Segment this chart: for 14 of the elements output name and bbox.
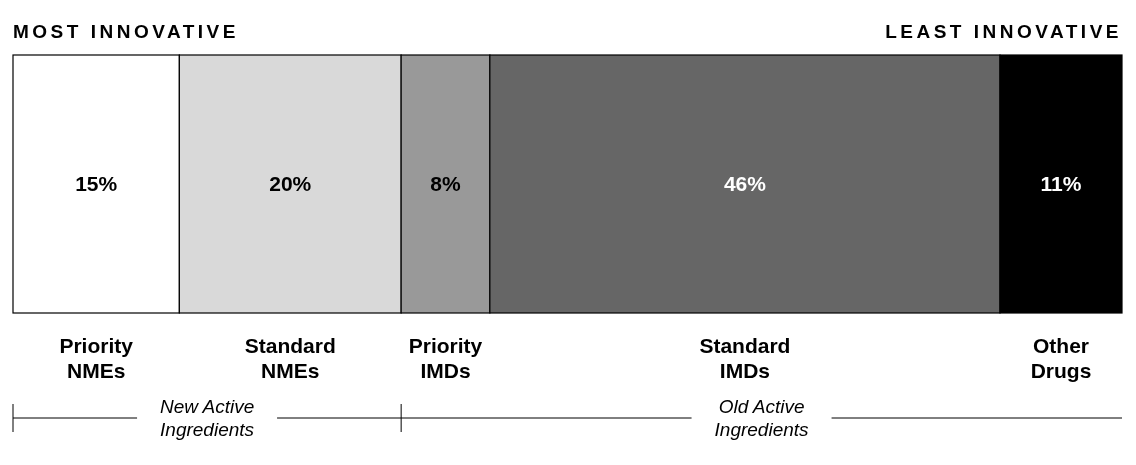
annotation: MOST INNOVATIVE	[13, 21, 239, 42]
series-label: Standard IMDs	[699, 334, 791, 382]
series-label: Other Drugs	[1030, 334, 1092, 382]
data-label: 11%	[1040, 172, 1082, 196]
series-label: Standard NMEs	[244, 334, 336, 382]
series-label: Priority NMEs	[59, 334, 134, 382]
annotation: Old Active Ingredients	[714, 396, 810, 440]
series-label: Priority IMDs	[408, 334, 483, 382]
annotation: New Active Ingredients	[159, 396, 255, 440]
data-label: 20%	[269, 172, 312, 196]
data-label: 8%	[430, 172, 462, 196]
data-label: 46%	[723, 172, 767, 196]
data-label: 15%	[75, 172, 118, 196]
annotation: LEAST INNOVATIVE	[885, 21, 1122, 42]
